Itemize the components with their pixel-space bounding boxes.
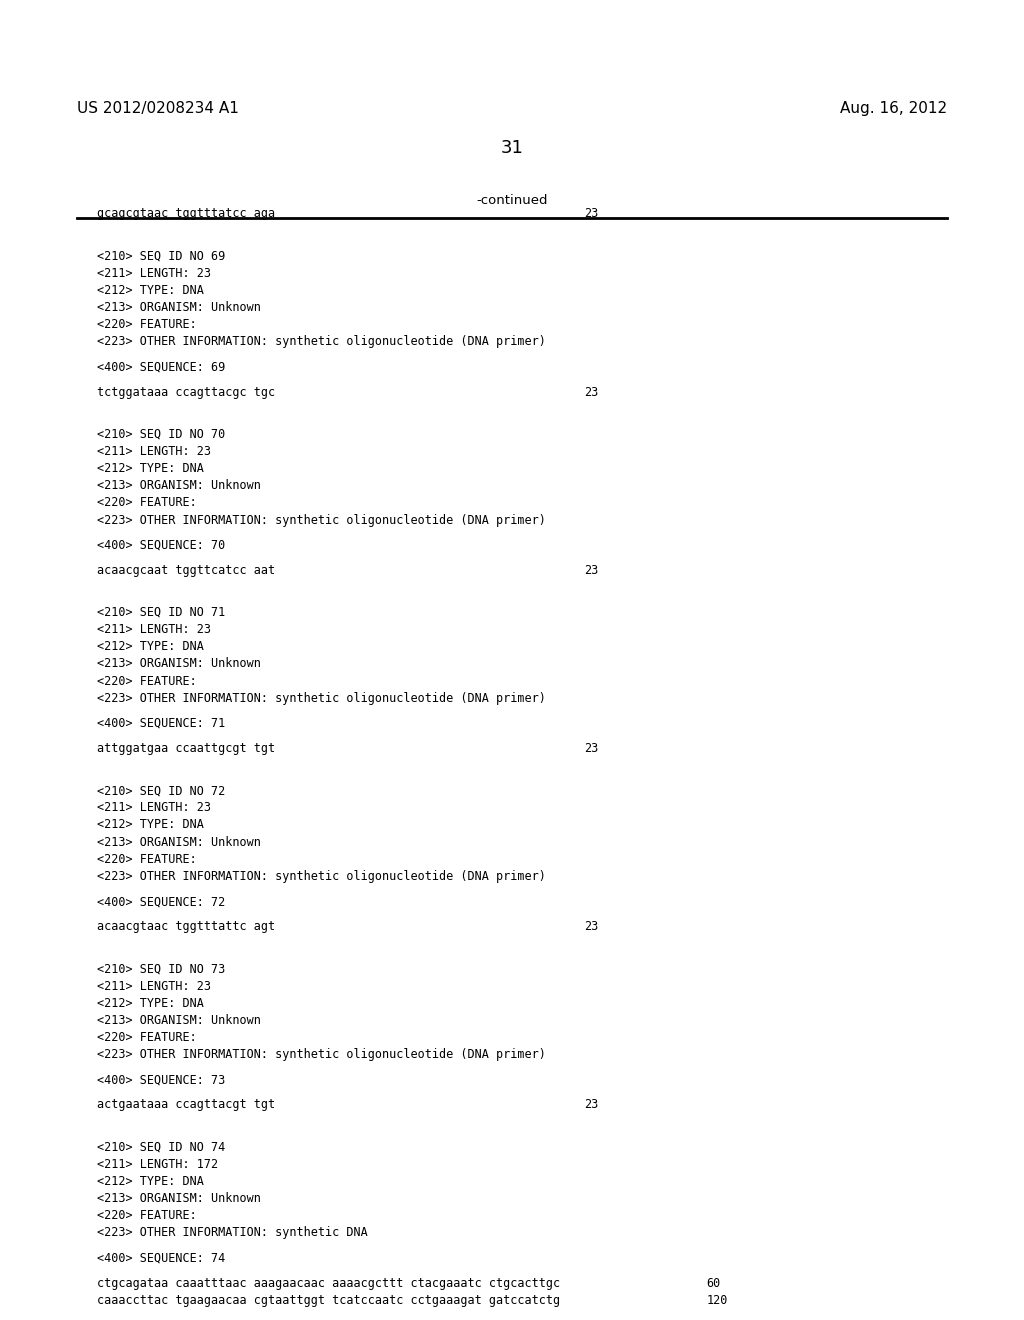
Text: <400> SEQUENCE: 74: <400> SEQUENCE: 74 [97,1251,225,1265]
Text: 31: 31 [501,139,523,157]
Text: <212> TYPE: DNA: <212> TYPE: DNA [97,462,204,475]
Text: <220> FEATURE:: <220> FEATURE: [97,1031,197,1044]
Text: <223> OTHER INFORMATION: synthetic oligonucleotide (DNA primer): <223> OTHER INFORMATION: synthetic oligo… [97,692,546,705]
Text: <210> SEQ ID NO 74: <210> SEQ ID NO 74 [97,1140,225,1154]
Text: -continued: -continued [476,194,548,206]
Text: <213> ORGANISM: Unknown: <213> ORGANISM: Unknown [97,836,261,849]
Text: <220> FEATURE:: <220> FEATURE: [97,675,197,688]
Text: <210> SEQ ID NO 70: <210> SEQ ID NO 70 [97,428,225,441]
Text: <213> ORGANISM: Unknown: <213> ORGANISM: Unknown [97,301,261,314]
Text: <210> SEQ ID NO 72: <210> SEQ ID NO 72 [97,784,225,797]
Text: acaacgcaat tggttcatcc aat: acaacgcaat tggttcatcc aat [97,564,275,577]
Text: <212> TYPE: DNA: <212> TYPE: DNA [97,997,204,1010]
Text: 60: 60 [707,1276,721,1290]
Text: <210> SEQ ID NO 71: <210> SEQ ID NO 71 [97,606,225,619]
Text: <212> TYPE: DNA: <212> TYPE: DNA [97,640,204,653]
Text: <220> FEATURE:: <220> FEATURE: [97,853,197,866]
Text: actgaataaa ccagttacgt tgt: actgaataaa ccagttacgt tgt [97,1098,275,1111]
Text: <223> OTHER INFORMATION: synthetic oligonucleotide (DNA primer): <223> OTHER INFORMATION: synthetic oligo… [97,1048,546,1061]
Text: <213> ORGANISM: Unknown: <213> ORGANISM: Unknown [97,657,261,671]
Text: <220> FEATURE:: <220> FEATURE: [97,1209,197,1222]
Text: <223> OTHER INFORMATION: synthetic oligonucleotide (DNA primer): <223> OTHER INFORMATION: synthetic oligo… [97,335,546,348]
Text: ctgcagataa caaatttaac aaagaacaac aaaacgcttt ctacgaaatc ctgcacttgc: ctgcagataa caaatttaac aaagaacaac aaaacgc… [97,1276,560,1290]
Text: <220> FEATURE:: <220> FEATURE: [97,496,197,510]
Text: 120: 120 [707,1294,728,1307]
Text: 23: 23 [584,920,598,933]
Text: 23: 23 [584,564,598,577]
Text: <213> ORGANISM: Unknown: <213> ORGANISM: Unknown [97,1192,261,1205]
Text: <223> OTHER INFORMATION: synthetic oligonucleotide (DNA primer): <223> OTHER INFORMATION: synthetic oligo… [97,870,546,883]
Text: <400> SEQUENCE: 72: <400> SEQUENCE: 72 [97,895,225,908]
Text: 23: 23 [584,385,598,399]
Text: <223> OTHER INFORMATION: synthetic oligonucleotide (DNA primer): <223> OTHER INFORMATION: synthetic oligo… [97,513,546,527]
Text: <211> LENGTH: 23: <211> LENGTH: 23 [97,623,211,636]
Text: acaacgtaac tggtttattc agt: acaacgtaac tggtttattc agt [97,920,275,933]
Text: <211> LENGTH: 172: <211> LENGTH: 172 [97,1158,218,1171]
Text: <400> SEQUENCE: 73: <400> SEQUENCE: 73 [97,1073,225,1086]
Text: <211> LENGTH: 23: <211> LENGTH: 23 [97,801,211,814]
Text: gcagcgtaac tggtttatcc aga: gcagcgtaac tggtttatcc aga [97,207,275,220]
Text: <212> TYPE: DNA: <212> TYPE: DNA [97,284,204,297]
Text: US 2012/0208234 A1: US 2012/0208234 A1 [77,100,239,116]
Text: <212> TYPE: DNA: <212> TYPE: DNA [97,1175,204,1188]
Text: <210> SEQ ID NO 73: <210> SEQ ID NO 73 [97,962,225,975]
Text: <213> ORGANISM: Unknown: <213> ORGANISM: Unknown [97,1014,261,1027]
Text: <213> ORGANISM: Unknown: <213> ORGANISM: Unknown [97,479,261,492]
Text: <400> SEQUENCE: 71: <400> SEQUENCE: 71 [97,717,225,730]
Text: <211> LENGTH: 23: <211> LENGTH: 23 [97,267,211,280]
Text: 23: 23 [584,742,598,755]
Text: tctggataaa ccagttacgc tgc: tctggataaa ccagttacgc tgc [97,385,275,399]
Text: caaaccttac tgaagaacaa cgtaattggt tcatccaatc cctgaaagat gatccatctg: caaaccttac tgaagaacaa cgtaattggt tcatcca… [97,1294,560,1307]
Text: <223> OTHER INFORMATION: synthetic DNA: <223> OTHER INFORMATION: synthetic DNA [97,1226,368,1239]
Text: <210> SEQ ID NO 69: <210> SEQ ID NO 69 [97,249,225,263]
Text: <212> TYPE: DNA: <212> TYPE: DNA [97,818,204,832]
Text: <400> SEQUENCE: 70: <400> SEQUENCE: 70 [97,539,225,552]
Text: <220> FEATURE:: <220> FEATURE: [97,318,197,331]
Text: <400> SEQUENCE: 69: <400> SEQUENCE: 69 [97,360,225,374]
Text: attggatgaa ccaattgcgt tgt: attggatgaa ccaattgcgt tgt [97,742,275,755]
Text: 23: 23 [584,1098,598,1111]
Text: 23: 23 [584,207,598,220]
Text: <211> LENGTH: 23: <211> LENGTH: 23 [97,979,211,993]
Text: Aug. 16, 2012: Aug. 16, 2012 [840,100,947,116]
Text: <211> LENGTH: 23: <211> LENGTH: 23 [97,445,211,458]
